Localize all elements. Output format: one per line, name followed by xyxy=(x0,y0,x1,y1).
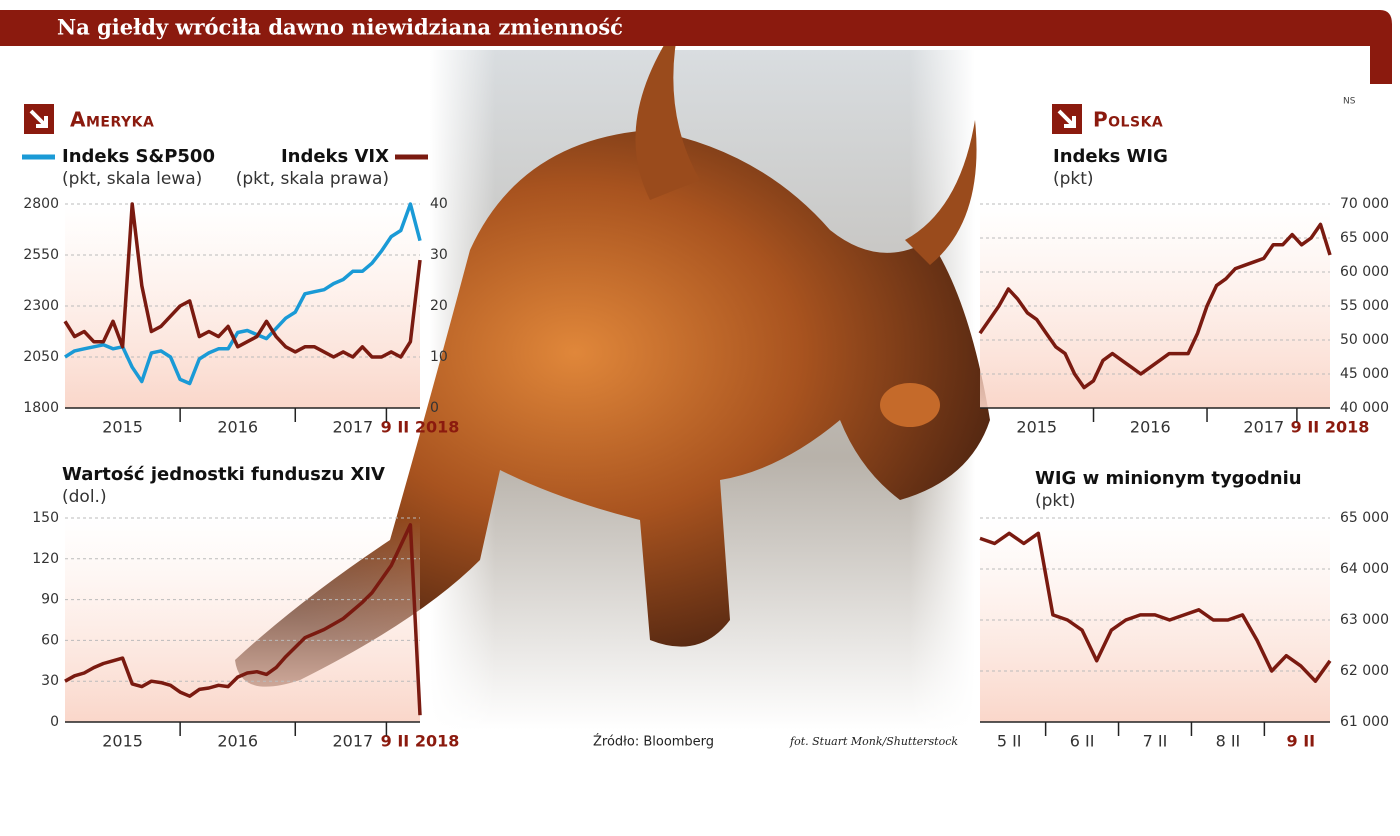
x-tick-label: 2017 xyxy=(332,418,373,437)
title-bar xyxy=(0,10,1392,84)
section-title: Ameryka xyxy=(70,108,154,132)
section-title: Polska xyxy=(1093,108,1163,132)
legend-sublabel: (pkt, skala lewa) xyxy=(62,169,202,189)
y-tick-label: 2550 xyxy=(23,247,59,263)
section-icon xyxy=(24,104,1082,134)
chart-subtitle: (pkt) xyxy=(1035,491,1076,511)
y-tick-label: 55 000 xyxy=(1340,298,1389,314)
x-tick-label: 5 II xyxy=(997,732,1022,751)
photo xyxy=(235,20,990,730)
y-tick-label: 120 xyxy=(32,551,59,567)
y-tick-label: 90 xyxy=(41,592,59,608)
y-tick-label: 61 000 xyxy=(1340,714,1389,730)
y-tick-label: 60 000 xyxy=(1340,264,1389,280)
y-tick-label: 62 000 xyxy=(1340,663,1389,679)
y-tick-label: 0 xyxy=(430,400,439,416)
x-tick-label: 2016 xyxy=(217,418,258,437)
y-tick-label: 65 000 xyxy=(1340,510,1389,526)
y-tick-label: 60 xyxy=(41,632,59,648)
chart-title: Wartość jednostki funduszu XIV xyxy=(62,464,385,485)
x-tick-label: 7 II xyxy=(1143,732,1168,751)
y-tick-label: 0 xyxy=(50,714,59,730)
y-tick-label: 20 xyxy=(430,298,448,314)
data-line xyxy=(64,523,422,716)
x-tick-label: 2015 xyxy=(1016,418,1057,437)
x-tick-label: 2015 xyxy=(102,732,143,751)
y-tick-label: 40 000 xyxy=(1340,400,1389,416)
x-tick-label: 9 II xyxy=(1287,732,1316,751)
chart-title: WIG w minionym tygodniu xyxy=(1035,468,1302,489)
y-tick-label: 1800 xyxy=(23,400,59,416)
y-tick-label: 10 xyxy=(430,349,448,365)
data-line xyxy=(63,202,422,359)
data-line xyxy=(64,202,422,386)
y-tick-label: 63 000 xyxy=(1340,612,1389,628)
y-tick-label: 30 xyxy=(41,673,59,689)
x-tick-label: 2017 xyxy=(1243,418,1284,437)
x-tick-label: 6 II xyxy=(1070,732,1095,751)
x-tick-label: 9 II 2018 xyxy=(381,418,460,437)
y-tick-label: 40 xyxy=(430,196,448,212)
legend-label: Indeks VIX xyxy=(281,146,389,167)
legend-label: Indeks S&P500 xyxy=(62,146,215,167)
y-tick-label: 64 000 xyxy=(1340,561,1389,577)
chart-subtitle: (dol.) xyxy=(62,487,107,507)
x-tick-label: 9 II 2018 xyxy=(1291,418,1370,437)
y-tick-label: 2800 xyxy=(23,196,59,212)
x-tick-label: 2016 xyxy=(217,732,258,751)
y-tick-label: 70 000 xyxy=(1340,196,1389,212)
x-tick-label: 9 II 2018 xyxy=(381,732,460,751)
y-tick-label: 30 xyxy=(430,247,448,263)
y-tick-label: 50 000 xyxy=(1340,332,1389,348)
chart-title: Indeks WIG xyxy=(1053,146,1168,167)
plot-shade xyxy=(65,518,420,722)
data-line xyxy=(978,222,1332,390)
y-tick-label: 150 xyxy=(32,510,59,526)
chart-subtitle: (pkt) xyxy=(1053,169,1094,189)
x-tick-label: 2017 xyxy=(332,732,373,751)
title: Na giełdy wróciła dawno niewidziana zmie… xyxy=(57,15,623,40)
legend-sublabel: (pkt, skala prawa) xyxy=(236,169,389,189)
x-tick-label: 2016 xyxy=(1130,418,1171,437)
photo-credit: fot. Stuart Monk/Shutterstock xyxy=(789,735,958,748)
y-tick-label: 45 000 xyxy=(1340,366,1389,382)
x-tick-label: 8 II xyxy=(1216,732,1241,751)
source: Źródło: Bloomberg xyxy=(593,734,714,750)
x-tick-label: 2015 xyxy=(102,418,143,437)
agency: NS xyxy=(1343,97,1356,107)
data-line xyxy=(979,531,1332,683)
y-tick-label: 2050 xyxy=(23,349,59,365)
y-tick-label: 2300 xyxy=(23,298,59,314)
y-tick-label: 65 000 xyxy=(1340,230,1389,246)
